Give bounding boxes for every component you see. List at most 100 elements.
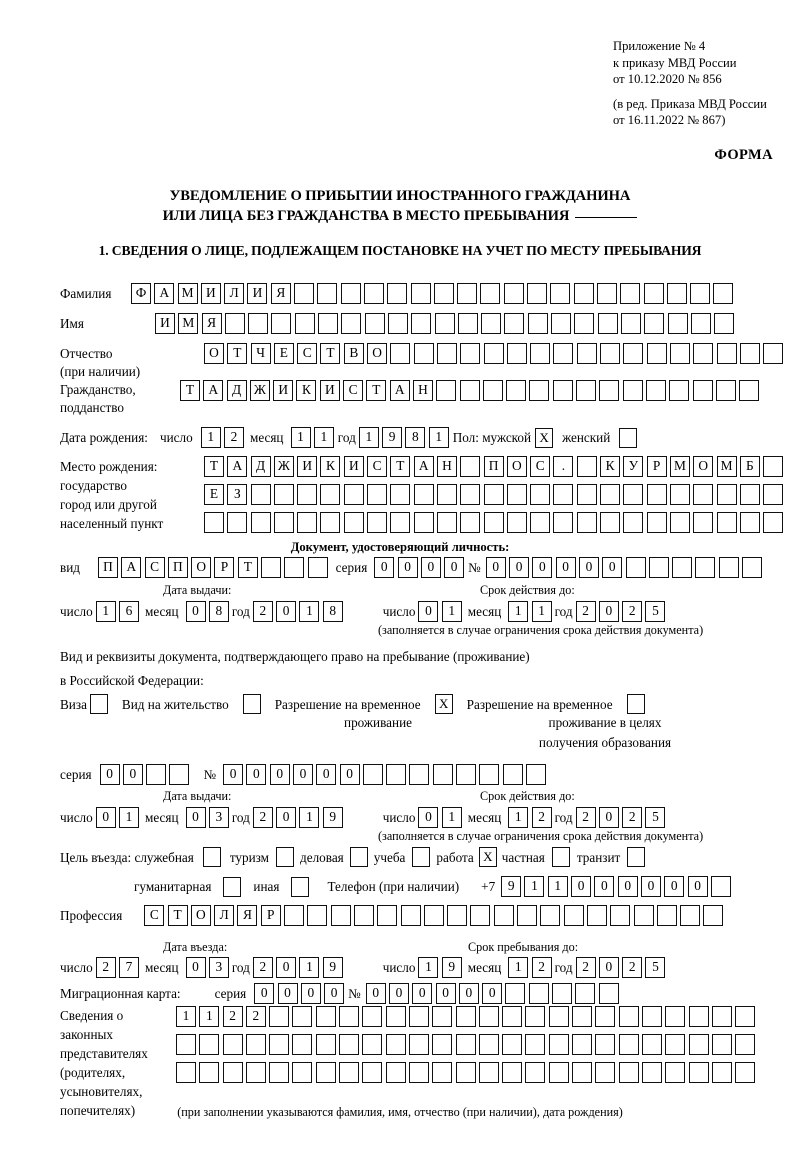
form-cell[interactable]: [690, 283, 711, 304]
form-cell[interactable]: 0: [444, 557, 465, 578]
form-cell[interactable]: [596, 283, 617, 304]
form-cell[interactable]: [227, 512, 248, 533]
form-cell[interactable]: А: [389, 380, 410, 401]
form-cell[interactable]: [665, 1062, 686, 1083]
form-cell[interactable]: И: [319, 380, 340, 401]
form-cell[interactable]: [261, 557, 282, 578]
form-cell[interactable]: [432, 1006, 453, 1027]
representatives-boxes-row-3[interactable]: [176, 1062, 756, 1083]
form-cell[interactable]: [292, 1062, 313, 1083]
temp-residence-checkbox[interactable]: X: [434, 694, 453, 714]
form-cell[interactable]: [307, 905, 328, 926]
form-cell[interactable]: [713, 283, 734, 304]
form-cell[interactable]: К: [600, 456, 621, 477]
form-cell[interactable]: Р: [646, 456, 667, 477]
form-cell[interactable]: [739, 512, 760, 533]
form-cell[interactable]: [641, 1062, 662, 1083]
form-cell[interactable]: [408, 1062, 429, 1083]
form-cell[interactable]: О: [190, 905, 211, 926]
form-cell[interactable]: [625, 557, 646, 578]
birthplace-boxes-row-3[interactable]: [204, 512, 784, 533]
form-cell[interactable]: [665, 1006, 686, 1027]
form-cell[interactable]: З: [227, 484, 248, 505]
form-cell[interactable]: [550, 283, 571, 304]
form-cell[interactable]: [436, 484, 457, 505]
form-cell[interactable]: [610, 905, 631, 926]
form-cell[interactable]: О: [191, 557, 212, 578]
form-cell[interactable]: [641, 1034, 662, 1055]
form-cell[interactable]: А: [154, 283, 175, 304]
form-cell[interactable]: Н: [412, 380, 433, 401]
form-cell[interactable]: [669, 380, 690, 401]
form-cell[interactable]: [362, 764, 383, 785]
form-cell[interactable]: [548, 1062, 569, 1083]
form-cell[interactable]: 2: [531, 957, 552, 978]
form-cell[interactable]: [669, 484, 690, 505]
form-cell[interactable]: [367, 484, 388, 505]
visa-checkbox[interactable]: [89, 694, 108, 714]
purpose-private-checkbox[interactable]: [551, 847, 570, 867]
form-cell[interactable]: [481, 313, 502, 334]
form-cell[interactable]: [623, 343, 644, 364]
form-cell[interactable]: [552, 380, 573, 401]
form-cell[interactable]: М: [178, 313, 199, 334]
form-cell[interactable]: 5: [645, 807, 666, 828]
form-cell[interactable]: [343, 512, 364, 533]
form-cell[interactable]: [409, 764, 430, 785]
form-cell[interactable]: П: [167, 557, 188, 578]
form-cell[interactable]: 2: [622, 807, 643, 828]
form-cell[interactable]: [432, 1034, 453, 1055]
form-cell[interactable]: Е: [204, 484, 224, 505]
form-cell[interactable]: [273, 512, 294, 533]
form-cell[interactable]: [576, 456, 597, 477]
form-cell[interactable]: 0: [292, 764, 313, 785]
form-cell[interactable]: [457, 313, 478, 334]
form-cell[interactable]: [250, 484, 271, 505]
form-cell[interactable]: [176, 1034, 196, 1055]
form-cell[interactable]: [503, 283, 524, 304]
form-cell[interactable]: [269, 1062, 290, 1083]
form-cell[interactable]: [297, 512, 318, 533]
form-cell[interactable]: [530, 484, 551, 505]
form-cell[interactable]: 0: [276, 957, 297, 978]
form-cell[interactable]: [517, 905, 538, 926]
form-cell[interactable]: В: [343, 343, 364, 364]
form-cell[interactable]: [362, 1062, 383, 1083]
form-cell[interactable]: К: [296, 380, 317, 401]
form-cell[interactable]: [646, 512, 667, 533]
form-cell[interactable]: [459, 380, 480, 401]
form-cell[interactable]: 1: [299, 957, 320, 978]
form-cell[interactable]: [710, 876, 731, 897]
form-cell[interactable]: 0: [316, 764, 337, 785]
form-cell[interactable]: [529, 380, 550, 401]
form-cell[interactable]: [483, 343, 504, 364]
form-cell[interactable]: 1: [313, 427, 334, 448]
form-cell[interactable]: [502, 1062, 523, 1083]
form-cell[interactable]: 0: [276, 807, 297, 828]
form-cell[interactable]: [284, 905, 305, 926]
form-cell[interactable]: 0: [435, 983, 456, 1004]
form-cell[interactable]: Т: [366, 380, 387, 401]
form-cell[interactable]: 0: [598, 957, 619, 978]
form-cell[interactable]: 0: [374, 557, 395, 578]
form-cell[interactable]: [576, 512, 597, 533]
form-cell[interactable]: А: [227, 456, 248, 477]
form-cell[interactable]: 0: [509, 557, 530, 578]
form-cell[interactable]: [716, 343, 737, 364]
form-cell[interactable]: 9: [322, 957, 343, 978]
form-cell[interactable]: [377, 905, 398, 926]
form-cell[interactable]: П: [98, 557, 118, 578]
form-cell[interactable]: [387, 283, 408, 304]
form-cell[interactable]: [574, 313, 595, 334]
form-cell[interactable]: [586, 905, 607, 926]
form-cell[interactable]: И: [247, 283, 268, 304]
form-cell[interactable]: [715, 380, 736, 401]
